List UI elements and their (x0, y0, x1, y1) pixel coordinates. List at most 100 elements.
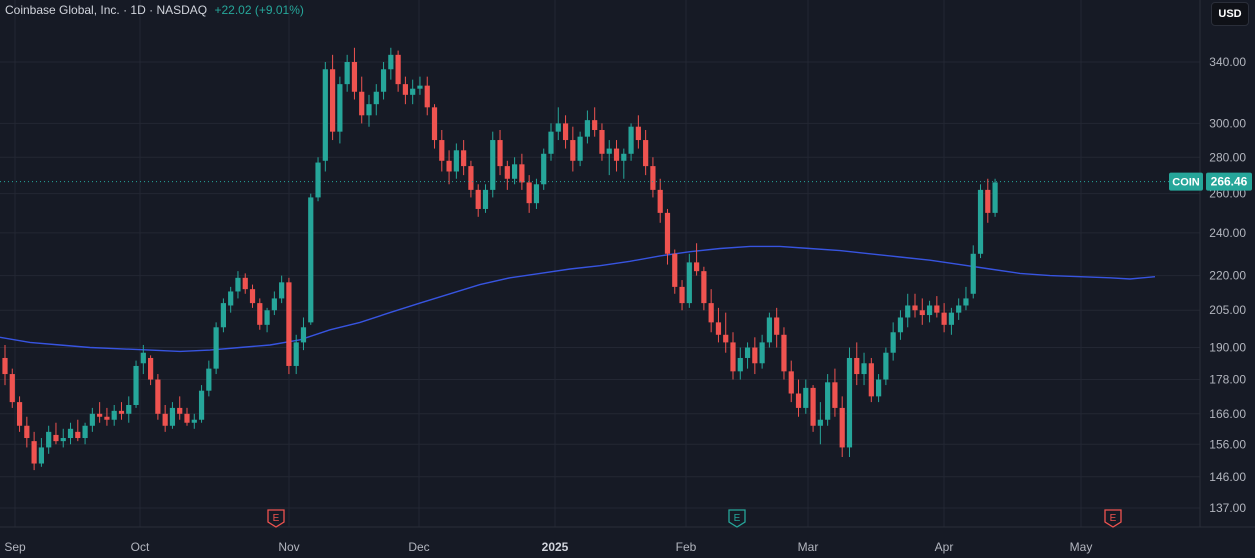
candle (490, 131, 496, 198)
candle-body (2, 357, 8, 375)
candle (730, 332, 736, 380)
earnings-marker-icon[interactable]: E (267, 509, 285, 528)
candle (366, 94, 372, 127)
candle (453, 143, 459, 179)
candle (788, 360, 794, 403)
earnings-marker-shape (728, 509, 746, 528)
price-axis[interactable]: 340.00300.00280.00260.00240.00220.00205.… (1199, 0, 1246, 527)
candle-body (701, 271, 707, 304)
candle (402, 76, 408, 105)
candle (992, 178, 998, 217)
candle (497, 129, 503, 176)
candle-body (38, 447, 44, 464)
candle (337, 76, 343, 144)
currency-button[interactable]: USD (1211, 2, 1249, 26)
candle (723, 312, 729, 353)
candle (228, 286, 234, 313)
candle (97, 402, 103, 423)
candle (111, 405, 117, 426)
candle-body (628, 126, 634, 154)
candle-body (373, 91, 379, 105)
candle-body (351, 62, 358, 92)
time-tick-label: 2025 (542, 540, 569, 554)
candle (9, 368, 15, 408)
candle-body (169, 407, 176, 426)
candle (184, 407, 190, 426)
exchange-label: NASDAQ (156, 3, 208, 17)
candle-body (606, 148, 612, 154)
price-tick-label: 220.00 (1209, 269, 1246, 283)
candle (140, 344, 146, 375)
candle (82, 422, 88, 445)
candle (621, 148, 627, 179)
candle (388, 47, 394, 80)
candle (395, 50, 401, 92)
earnings-marker-icon[interactable]: E (1104, 509, 1122, 528)
earnings-marker-shape (267, 509, 285, 528)
candle (926, 300, 933, 323)
candle (795, 379, 802, 417)
candle-body (490, 140, 496, 190)
candle-body (832, 382, 838, 408)
candle (883, 347, 889, 386)
price-tick-label: 166.00 (1209, 407, 1246, 421)
candle (570, 126, 576, 172)
candle-body (686, 262, 692, 304)
candle-body (541, 153, 547, 185)
candle (817, 402, 823, 445)
candle-body (424, 85, 430, 108)
candle (67, 422, 74, 445)
candle-body (417, 85, 423, 89)
last-price-value: 266.46 (1211, 175, 1248, 189)
candle-body (919, 310, 925, 316)
candle-body (482, 189, 489, 209)
candle (599, 123, 605, 161)
candle-body (89, 413, 95, 426)
candle (679, 280, 685, 311)
candle (344, 54, 350, 92)
earnings-marker-icon[interactable]: E (728, 509, 746, 528)
candle-body (694, 262, 700, 272)
candle-body (242, 277, 248, 290)
candle-body (817, 419, 823, 426)
price-tick-label: 240.00 (1209, 226, 1246, 240)
candle-body (839, 407, 845, 448)
candle (934, 296, 940, 318)
candle-body (868, 363, 874, 397)
interval-label: 1D (130, 3, 146, 17)
candle-body (781, 334, 787, 372)
candle-body (774, 317, 780, 335)
candle-body (395, 54, 401, 85)
earnings-marker-label: E (1110, 513, 1117, 524)
candle (31, 431, 37, 471)
candle (249, 284, 256, 308)
candle-body (191, 419, 197, 423)
ma-line (0, 245, 1156, 353)
candle-body (934, 305, 940, 313)
candle (948, 307, 954, 335)
candle (162, 405, 168, 432)
candle-body (570, 140, 576, 161)
candle-body (162, 413, 168, 426)
candle (504, 160, 510, 190)
time-tick-label: Oct (131, 540, 150, 554)
candle (657, 178, 663, 223)
candle (75, 419, 81, 442)
candle-body (956, 305, 962, 313)
candle-body (46, 431, 52, 448)
candle (803, 379, 809, 414)
candle (846, 347, 853, 458)
candle (759, 334, 765, 369)
candle-body (337, 84, 343, 132)
candle-body (286, 282, 292, 366)
candle (242, 273, 248, 294)
earnings-marker-label: E (273, 513, 280, 524)
time-axis[interactable]: Sep Oct Nov Dec 2025 Feb Mar Apr May (0, 526, 1255, 554)
price-tick-label: 300.00 (1209, 116, 1246, 130)
candle-body (104, 416, 110, 420)
candle (475, 184, 481, 217)
candle (118, 402, 125, 420)
candle-body (380, 69, 387, 92)
candle-body (992, 182, 998, 213)
